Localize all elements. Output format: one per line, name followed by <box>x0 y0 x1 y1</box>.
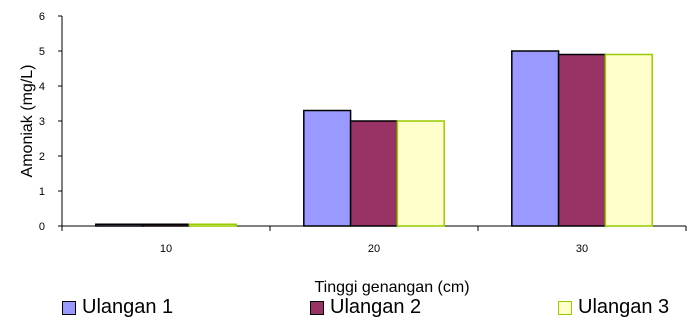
y-tick-label: 2 <box>39 151 45 163</box>
x-tick-label: 10 <box>160 243 172 255</box>
y-axis: 0 1 2 3 4 5 6 <box>39 11 63 233</box>
bars <box>95 50 653 227</box>
legend-swatch-ulangan-1 <box>62 300 76 315</box>
legend-swatch-ulangan-3 <box>558 300 572 315</box>
bar <box>188 223 237 227</box>
x-axis: 10 20 30 <box>61 225 687 255</box>
legend-label-ulangan-1: Ulangan 1 <box>82 296 174 318</box>
bar <box>511 50 560 227</box>
legend-item-ulangan-2: Ulangan 2 <box>310 296 421 319</box>
bar <box>396 120 445 227</box>
x-axis-title: Tinggi genangan (cm) <box>314 279 469 296</box>
bar <box>141 223 191 227</box>
bar <box>349 120 399 227</box>
legend-label-ulangan-3: Ulangan 3 <box>578 296 670 318</box>
legend-item-ulangan-1: Ulangan 1 <box>62 296 173 319</box>
bar <box>557 53 607 227</box>
legend: Ulangan 1 Ulangan 2 Ulangan 3 <box>0 296 694 324</box>
bar <box>95 223 144 227</box>
y-tick-label: 5 <box>39 46 45 58</box>
x-tick-label: 20 <box>368 243 380 255</box>
bar <box>604 53 653 227</box>
y-tick-label: 4 <box>39 81 45 93</box>
y-tick-label: 1 <box>39 186 45 198</box>
legend-swatch-ulangan-2 <box>310 300 324 315</box>
y-tick-label: 6 <box>39 11 45 23</box>
chart-canvas: 0 1 2 3 4 5 6 10 20 30 Amoniak (mg/L) Tinggi gen… <box>19 11 687 296</box>
y-tick-label: 0 <box>39 221 45 233</box>
legend-item-ulangan-3: Ulangan 3 <box>558 296 669 319</box>
y-tick-label: 3 <box>39 116 45 128</box>
bar <box>303 109 352 227</box>
x-tick-label: 30 <box>576 243 588 255</box>
legend-label-ulangan-2: Ulangan 2 <box>330 296 422 318</box>
y-axis-title: Amoniak (mg/L) <box>19 65 36 178</box>
